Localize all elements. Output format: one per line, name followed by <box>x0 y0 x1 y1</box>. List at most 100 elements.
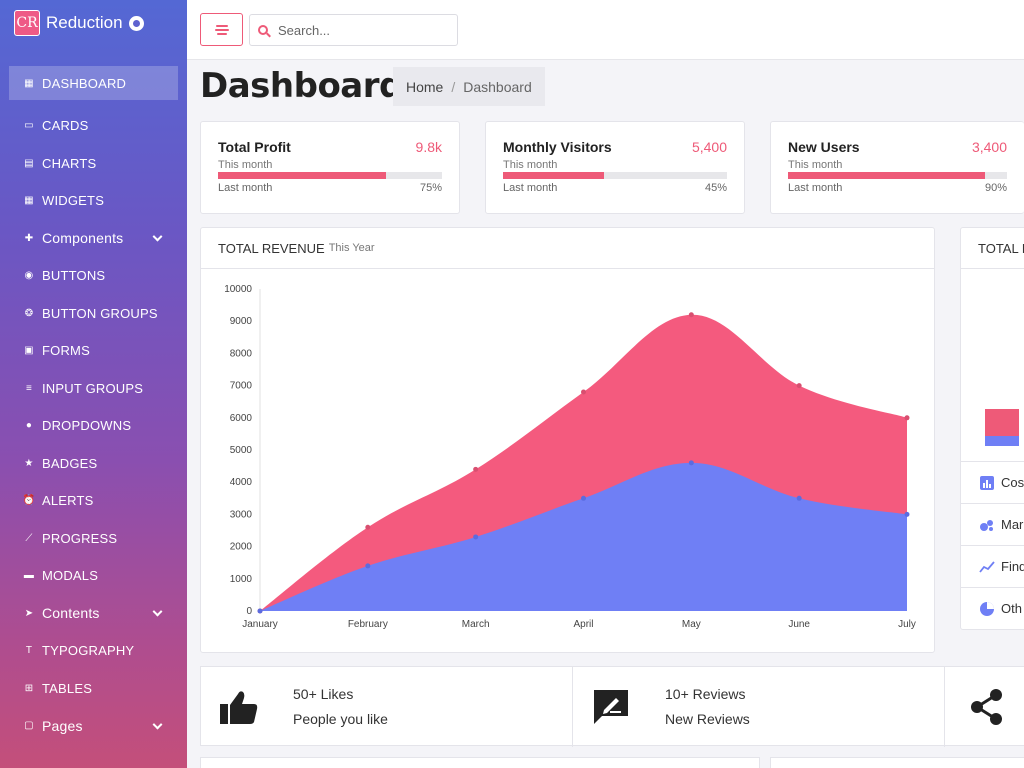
sidebar-item-cards[interactable]: ▭ CARDS <box>0 107 187 145</box>
charts-icon: ▤ <box>24 157 34 169</box>
pen-icon: ⟋ <box>25 532 33 544</box>
sidebar-item-contents[interactable]: ➤ Contents <box>0 595 187 633</box>
puzzle-icon: ✚ <box>24 232 34 244</box>
y-tick-label: 7000 <box>230 381 253 392</box>
data-point[interactable] <box>257 608 263 614</box>
data-point[interactable] <box>581 389 586 395</box>
chevron-down-icon <box>152 719 163 730</box>
sidebar-item-label: Contents <box>42 605 100 622</box>
menu-toggle-button[interactable] <box>200 13 243 46</box>
right-list-item[interactable]: Find <box>961 545 1024 587</box>
sidebar-item-label: CHARTS <box>42 155 97 171</box>
stat-value: 3,400 <box>971 139 1007 155</box>
sidebar-item-label: BUTTON GROUPS <box>42 305 158 321</box>
x-tick-label: June <box>788 619 810 630</box>
share-tile <box>945 667 1024 747</box>
github-icon[interactable] <box>128 15 144 31</box>
y-tick-label: 2000 <box>230 542 253 553</box>
sidebar-item-label: BUTTONS <box>42 268 106 284</box>
x-tick-label: March <box>462 619 490 630</box>
text-icon: T <box>25 645 33 657</box>
thumbs-up-icon <box>220 691 258 724</box>
sidebar-item-button-groups[interactable]: ❂ BUTTON GROUPS <box>0 295 187 333</box>
sidebar-item-badges[interactable]: ★ BADGES <box>0 445 187 483</box>
data-point[interactable] <box>796 383 802 389</box>
card-title: TOTAL E <box>961 228 1024 269</box>
pages-icon: ▢ <box>24 720 34 732</box>
sidebar-item-label: TABLES <box>42 680 93 696</box>
sidebar-item-dashboard[interactable]: ▦ DASHBOARD <box>9 66 178 100</box>
pie-chart-icon <box>980 601 994 616</box>
sidebar-item-buttons[interactable]: ◉ BUTTONS <box>0 257 187 295</box>
y-tick-label: 4000 <box>230 477 253 488</box>
x-tick-label: January <box>242 619 278 630</box>
sidebar-item-charts[interactable]: ▤ CHARTS <box>0 145 187 183</box>
widgets-icon: ▦ <box>24 195 34 207</box>
progress-fill <box>218 172 386 179</box>
card-subtitle: This Year <box>328 242 375 254</box>
sidebar-item-dropdowns[interactable]: ● DROPDOWNS <box>0 407 187 445</box>
y-tick-label: 5000 <box>230 445 253 456</box>
data-point[interactable] <box>473 466 479 472</box>
sidebar-item-label: MODALS <box>42 568 99 584</box>
page-title: Dashboard <box>200 66 403 106</box>
sidebar-item-tables[interactable]: ⊞ TABLES <box>0 670 187 708</box>
breadcrumb-home[interactable]: Home <box>406 78 444 95</box>
right-list-label: Mar <box>1001 517 1024 532</box>
right-list-item[interactable]: Mar <box>961 503 1024 545</box>
sidebar-item-pages[interactable]: ▢ Pages <box>0 707 187 745</box>
sidebar: CR Reduction ▦ DASHBOARD ▭ CARDS ▤ CHARTS ▦ WID… <box>0 0 187 768</box>
sidebar-item-widgets[interactable]: ▦ WIDGETS <box>0 182 187 220</box>
data-point[interactable] <box>904 511 910 517</box>
bottom-card-right <box>770 757 1024 768</box>
sidebar-item-modals[interactable]: ▬ MODALS <box>0 557 187 595</box>
reviews-tile: 10+ Reviews New Reviews <box>573 667 945 747</box>
dashboard-icon: ▦ <box>24 77 34 89</box>
stat-title: New Users <box>788 139 860 155</box>
data-point[interactable] <box>688 312 694 318</box>
sidebar-item-label: WIDGETS <box>42 193 105 209</box>
search-box[interactable] <box>249 14 458 46</box>
topbar <box>187 0 1024 60</box>
stat-subtitle: This month <box>218 159 273 171</box>
x-tick-label: May <box>682 619 701 630</box>
right-list-item[interactable]: Oth <box>961 587 1024 629</box>
data-point[interactable] <box>688 460 694 466</box>
sidebar-item-input-groups[interactable]: ≡ INPUT GROUPS <box>0 370 187 408</box>
brand[interactable]: CR Reduction <box>0 0 187 46</box>
likes-count: 50+ Likes <box>293 686 354 702</box>
sidebar-item-label: CARDS <box>42 118 89 134</box>
alarm-icon: ⏰ <box>22 495 36 507</box>
data-point[interactable] <box>473 534 479 540</box>
right-list-item[interactable]: Cos <box>961 461 1024 503</box>
y-tick-label: 8000 <box>230 348 253 359</box>
y-tick-label: 9000 <box>230 316 253 327</box>
trend-line-icon <box>979 560 995 573</box>
y-tick-label: 10000 <box>224 284 252 295</box>
sidebar-item-alerts[interactable]: ⏰ ALERTS <box>0 482 187 520</box>
data-point[interactable] <box>365 563 371 569</box>
sidebar-item-label: DROPDOWNS <box>42 418 132 434</box>
sidebar-item-typography[interactable]: T TYPOGRAPHY <box>0 632 187 670</box>
data-point[interactable] <box>796 495 802 501</box>
radio-button-icon: ◉ <box>24 270 34 282</box>
total-revenue-card: TOTAL REVENUE This Year 0 1000 2000 3000 400… <box>200 227 935 653</box>
stat-card-monthly-visitors: Monthly Visitors 5,400 This month Last mo… <box>485 121 745 214</box>
sidebar-item-components[interactable]: ✚ Components <box>0 220 187 258</box>
series-area-1 <box>260 462 907 611</box>
stat-subtitle: This month <box>788 159 843 171</box>
x-tick-label: April <box>573 619 593 630</box>
data-point[interactable] <box>581 495 586 501</box>
share-icon[interactable] <box>966 686 1008 728</box>
right-list-label: Oth <box>1001 601 1022 616</box>
sidebar-item-forms[interactable]: ▣ FORMS <box>0 332 187 370</box>
data-point[interactable] <box>365 524 371 530</box>
bottom-card-left <box>200 757 760 768</box>
brand-logo: CR <box>14 10 40 36</box>
sidebar-item-progress[interactable]: ⟋ PROGRESS <box>0 520 187 558</box>
sidebar-item-label: DASHBOARD <box>42 75 127 91</box>
search-input[interactable] <box>278 22 448 38</box>
data-point[interactable] <box>904 415 910 421</box>
send-icon: ➤ <box>24 607 34 619</box>
y-tick-label: 6000 <box>230 413 253 424</box>
